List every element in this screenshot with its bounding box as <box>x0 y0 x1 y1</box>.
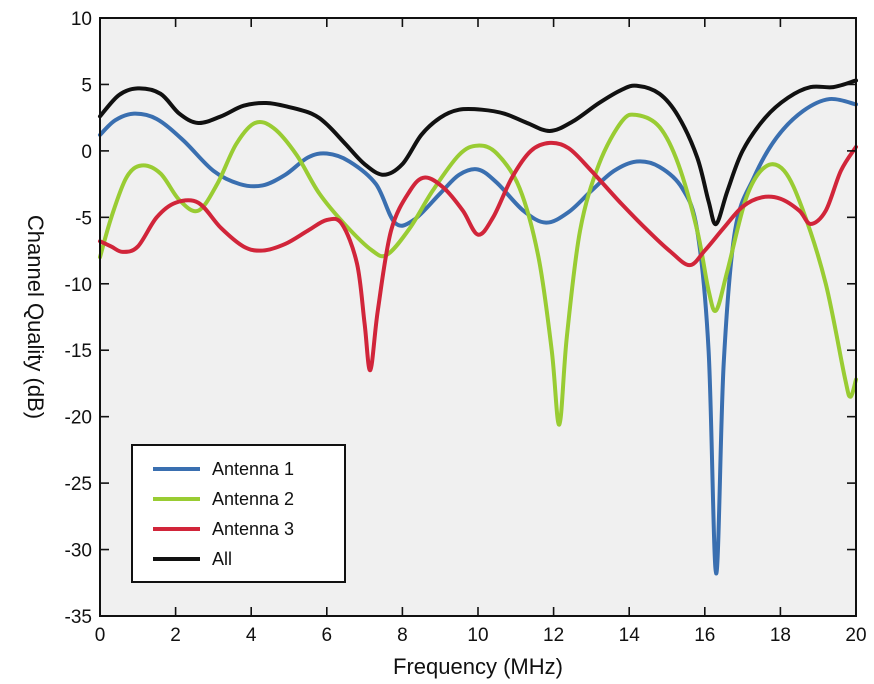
x-tick-label: 0 <box>95 625 106 646</box>
y-tick-label: -25 <box>65 474 92 495</box>
y-tick-label: 5 <box>81 75 92 96</box>
x-tick-label: 14 <box>619 625 641 646</box>
x-tick-label: 6 <box>322 625 333 646</box>
series-line-3 <box>98 140 858 373</box>
x-tick-label: 4 <box>246 625 257 646</box>
y-tick-label: -35 <box>65 607 92 628</box>
y-tick-label: -10 <box>65 275 92 296</box>
legend-label-3: Antenna 3 <box>212 519 294 539</box>
x-tick-label: 10 <box>467 625 488 646</box>
x-axis-title: Frequency (MHz) <box>393 654 563 679</box>
y-tick-label: -30 <box>65 541 92 562</box>
series-line-2 <box>98 112 858 427</box>
y-tick-label: -5 <box>75 208 92 229</box>
legend-label-1: Antenna 1 <box>212 459 294 479</box>
series-layer <box>98 78 858 576</box>
y-tick-label: 0 <box>81 142 92 163</box>
x-tick-label: 2 <box>170 625 181 646</box>
y-tick-label: -20 <box>65 408 92 429</box>
legend: Antenna 1 Antenna 2 Antenna 3 All <box>131 444 346 583</box>
x-tick-label: 16 <box>694 625 715 646</box>
y-tick-label: -15 <box>65 341 92 362</box>
tick-layer: 0 2 4 6 8 10 12 14 16 18 20 10 5 0 -5 -10 -15 -20 -25 -30 -3… <box>65 9 867 646</box>
y-axis-title: Channel Quality (dB) <box>23 215 48 419</box>
x-tick-label: 12 <box>543 625 564 646</box>
series-line-4 <box>98 78 858 226</box>
x-tick-label: 8 <box>397 625 408 646</box>
legend-label-4: All <box>212 549 232 569</box>
series-line-1 <box>98 96 858 576</box>
y-tick-label: 10 <box>71 9 92 30</box>
x-tick-label: 18 <box>770 625 791 646</box>
legend-label-2: Antenna 2 <box>212 489 294 509</box>
x-tick-label: 20 <box>845 625 866 646</box>
